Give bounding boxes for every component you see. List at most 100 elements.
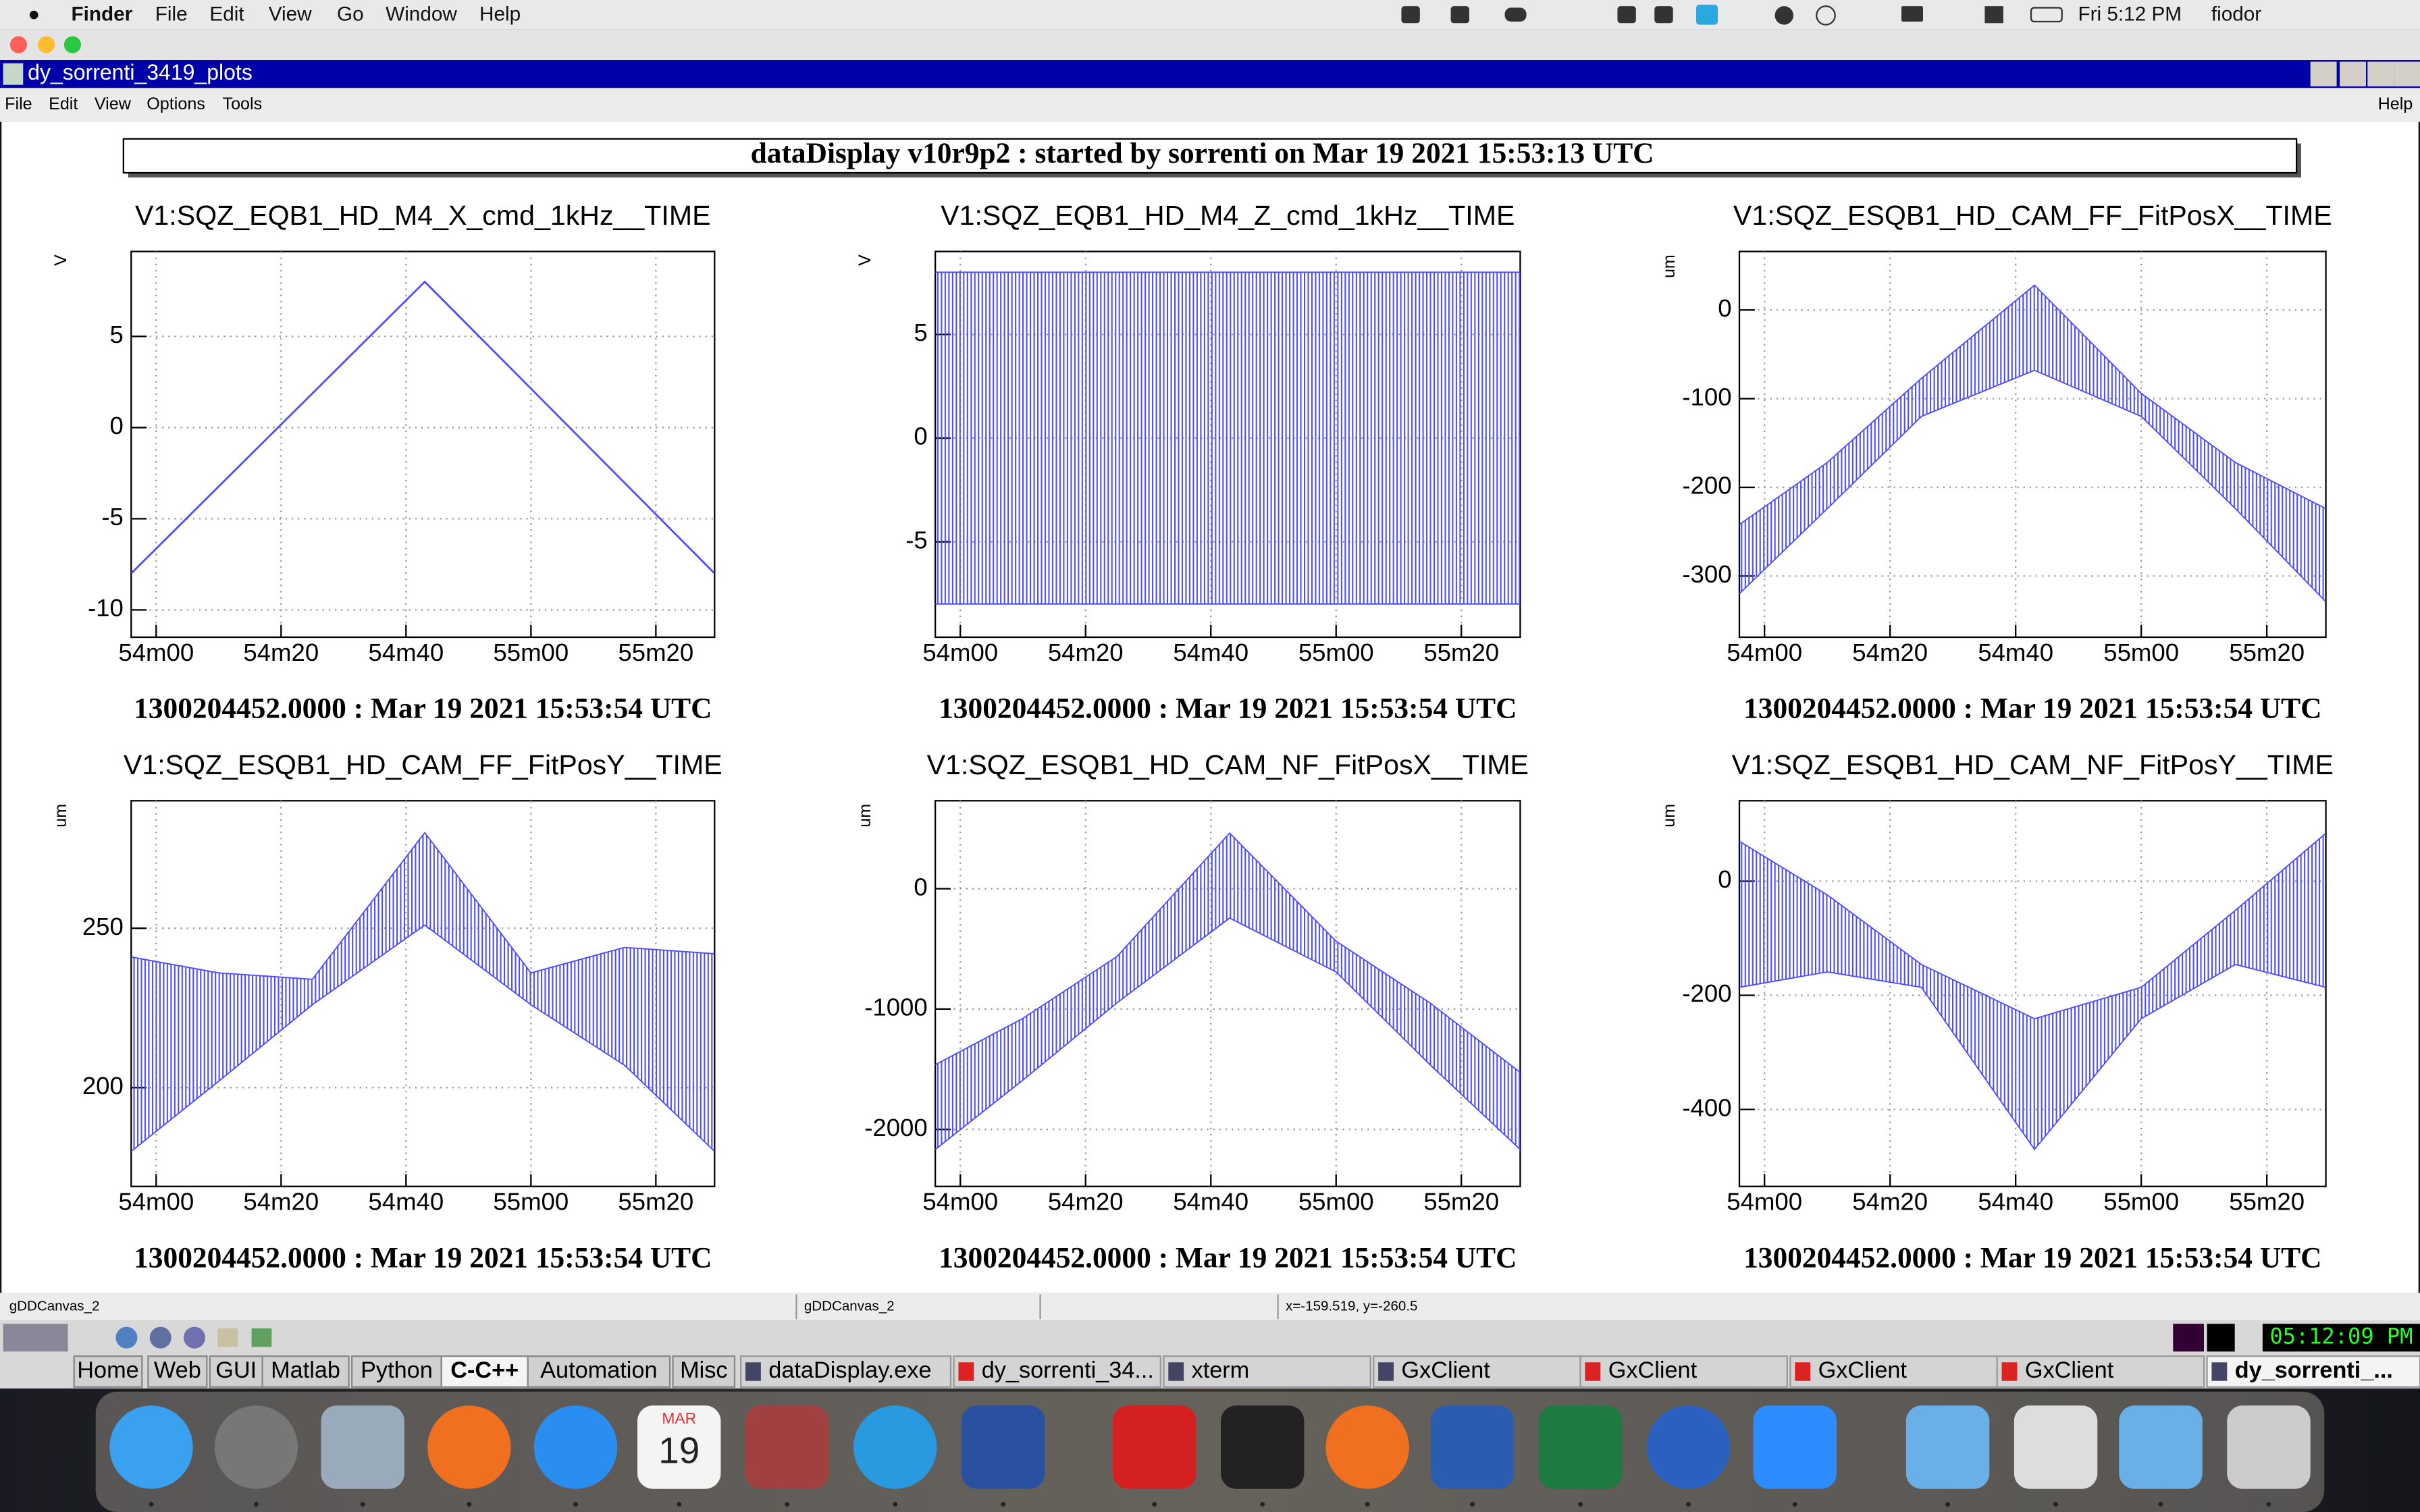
workspace-tab[interactable]	[672, 1355, 736, 1388]
task-label[interactable]: xterm	[1192, 1357, 1250, 1383]
menu-item[interactable]: View	[269, 3, 312, 26]
title-bar	[0, 60, 2420, 88]
dock-icon[interactable]	[1325, 1405, 1409, 1489]
window-icon	[3, 63, 24, 85]
dock-icon[interactable]	[1538, 1405, 1623, 1489]
task-label[interactable]: GxClient	[1608, 1357, 1698, 1383]
y-tick-label: 250	[82, 913, 124, 940]
y-tick-label: 0	[110, 412, 124, 439]
task-label[interactable]: GxClient	[1401, 1357, 1490, 1383]
menu-item[interactable]: Go	[337, 3, 364, 26]
task-button[interactable]	[953, 1355, 1161, 1388]
dock-icon[interactable]	[1113, 1405, 1196, 1489]
menu-item[interactable]: Help	[479, 3, 521, 26]
workspace-tab[interactable]	[209, 1355, 263, 1388]
menu-item[interactable]: Edit	[209, 3, 244, 26]
task-button[interactable]	[1579, 1355, 1788, 1388]
running-dot	[1260, 1502, 1265, 1507]
dock-icon[interactable]	[2014, 1405, 2098, 1489]
dock-icon[interactable]	[853, 1405, 937, 1489]
task-label[interactable]: GxClient	[1818, 1357, 1908, 1383]
task-label[interactable]: GxClient	[2025, 1357, 2114, 1383]
user-name[interactable]: fiodor	[2211, 3, 2261, 26]
minimize-button[interactable]	[38, 36, 55, 53]
menu-item[interactable]: Tools	[223, 94, 263, 113]
y-axis-label: V	[856, 254, 874, 266]
y-tick-label: -1000	[864, 994, 928, 1021]
workspace-label[interactable]: Automation	[540, 1357, 657, 1383]
data-line	[131, 280, 715, 574]
dock-icon[interactable]	[1221, 1405, 1305, 1489]
header-box	[122, 138, 2298, 174]
menu-item[interactable]: View	[95, 94, 132, 113]
workspace-tab[interactable]	[527, 1355, 671, 1388]
dock-icon[interactable]	[1905, 1405, 1990, 1489]
x-tick-label: 55m00	[2103, 639, 2179, 666]
dock-icon[interactable]	[1753, 1405, 1837, 1489]
range-fill	[131, 832, 715, 1152]
dock-icon[interactable]	[1430, 1405, 1515, 1489]
app-menu[interactable]: Finder	[71, 3, 132, 26]
workspace-tab[interactable]	[73, 1355, 143, 1388]
dock-icon[interactable]	[745, 1405, 829, 1489]
workspace-label[interactable]: GUI	[215, 1357, 257, 1383]
menu-item[interactable]: Options	[147, 94, 205, 113]
window-controls[interactable]	[2310, 61, 2420, 86]
dock-icon[interactable]	[962, 1405, 1045, 1489]
task-label[interactable]: dataDisplay.exe	[768, 1357, 931, 1383]
workspace-label[interactable]: Matlab	[271, 1357, 340, 1383]
task-icon	[1795, 1362, 1811, 1381]
help-menu[interactable]: Help	[2378, 94, 2413, 113]
y-tick-label: -200	[1682, 979, 1731, 1007]
task-label[interactable]: dy_sorrenti_...	[2235, 1357, 2393, 1383]
workspace-label[interactable]: Misc	[680, 1357, 727, 1383]
task-button[interactable]	[740, 1355, 952, 1388]
start-button[interactable]	[3, 1324, 68, 1352]
dock-icon[interactable]	[2119, 1405, 2203, 1489]
running-dot	[2053, 1502, 2058, 1507]
task-button[interactable]	[1789, 1355, 1998, 1388]
dock-icon[interactable]	[637, 1405, 721, 1489]
dock-icon[interactable]	[2227, 1405, 2311, 1489]
chart: V1:SQZ_ESQB1_HD_CAM_NF_FitPosY__TIME 1300…	[1660, 749, 2334, 1274]
running-dot	[1686, 1502, 1691, 1507]
status-icons	[1401, 4, 2063, 26]
workspace-label[interactable]: Web	[154, 1357, 201, 1383]
chart: V1:SQZ_ESQB1_HD_CAM_NF_FitPosX__TIME 1300…	[856, 749, 1529, 1274]
y-tick-label: 0	[1718, 865, 1731, 893]
dock-icon[interactable]	[1646, 1405, 1731, 1489]
y-tick-label: -5	[101, 503, 124, 531]
task-button[interactable]	[1996, 1355, 2205, 1388]
menu-item[interactable]: Window	[386, 3, 457, 26]
workspace-tab[interactable]	[147, 1355, 208, 1388]
dock-icon[interactable]	[427, 1405, 511, 1489]
zoom-button[interactable]	[63, 36, 81, 53]
plot-frame	[935, 800, 1521, 1187]
plot-area	[1739, 284, 2326, 603]
dock-icon[interactable]	[214, 1405, 298, 1489]
menu-item[interactable]: Edit	[49, 94, 78, 113]
range-edge	[1739, 963, 2326, 1151]
range-fill	[935, 272, 1521, 604]
workspace-label[interactable]: Python	[361, 1357, 433, 1383]
dock-icon[interactable]	[109, 1405, 193, 1489]
apple-menu[interactable]: ●	[28, 3, 40, 26]
close-button[interactable]	[9, 36, 27, 53]
workspace-tab[interactable]	[261, 1355, 350, 1388]
x-tick-label: 55m00	[1298, 1188, 1374, 1216]
quick-launch[interactable]	[115, 1326, 272, 1349]
workspace-tab[interactable]	[440, 1355, 529, 1388]
task-label[interactable]: dy_sorrenti_34...	[982, 1357, 1154, 1383]
task-button[interactable]	[1163, 1355, 1371, 1388]
chart-subtitle: 1300204452.0000 : Mar 19 2021 15:53:54 U…	[1743, 1241, 2321, 1274]
workspace-label[interactable]: C-C++	[450, 1357, 519, 1383]
menu-item[interactable]: File	[155, 3, 188, 26]
dock-icon[interactable]	[533, 1405, 618, 1489]
workspace-tab[interactable]	[351, 1355, 442, 1388]
workspace-label[interactable]: Home	[77, 1357, 138, 1383]
menu-item[interactable]: File	[5, 94, 32, 113]
dock-icon[interactable]	[321, 1405, 404, 1489]
chart: V1:SQZ_EQB1_HD_M4_X_cmd_1kHz__TIME 130020…	[51, 200, 716, 725]
task-button[interactable]	[2206, 1355, 2420, 1388]
y-tick-label: 0	[914, 873, 927, 900]
